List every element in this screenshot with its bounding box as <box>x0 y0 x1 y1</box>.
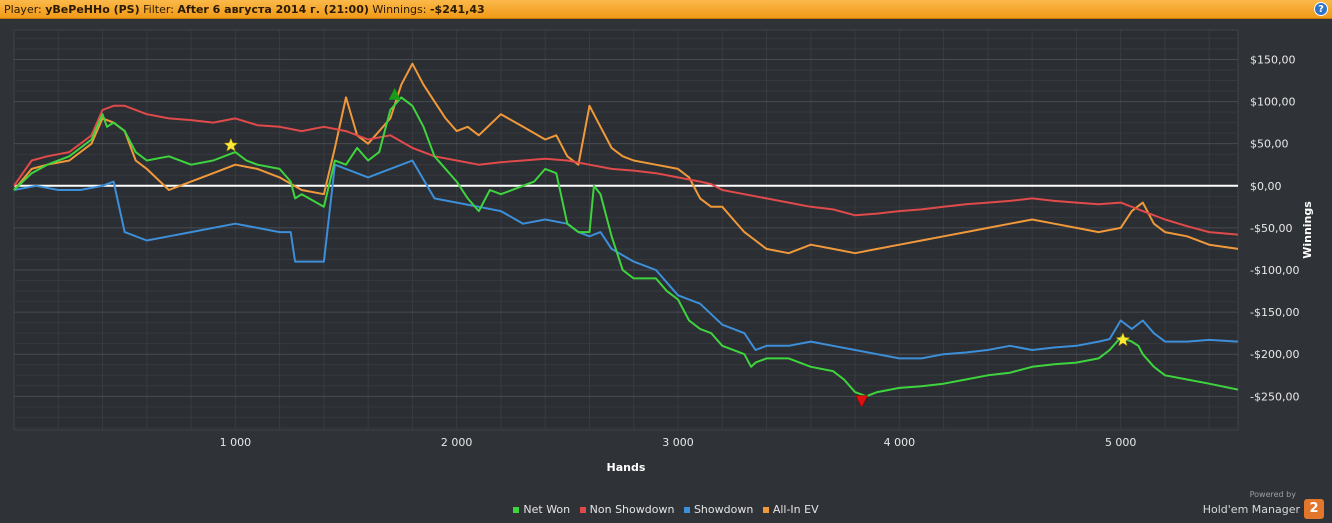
report-header: Player: yBePeHHo (PS) Filter: After 6 ав… <box>0 0 1332 19</box>
y-tick-label: $150,00 <box>1250 53 1296 66</box>
series-lines <box>13 62 1239 398</box>
star-marker <box>223 137 239 152</box>
series-markers <box>223 87 1131 409</box>
min-marker <box>855 395 869 409</box>
legend-swatch <box>762 507 769 513</box>
x-tick-label: 5 000 <box>1105 436 1137 449</box>
y-tick-label: $100,00 <box>1250 96 1296 109</box>
y-tick-label: $0,00 <box>1250 180 1282 193</box>
legend-swatch <box>513 507 520 513</box>
y-tick-label: -$250,00 <box>1250 390 1299 403</box>
powered-by-text: Powered by <box>1249 489 1296 499</box>
star-marker <box>1115 332 1131 347</box>
hem2-logo-icon: 2 <box>1304 499 1324 519</box>
x-tick-label: 2 000 <box>441 436 473 449</box>
x-tick-label: 4 000 <box>884 436 916 449</box>
player-value: yBePeHHo (PS) <box>45 3 140 16</box>
legend-label: Showdown <box>693 503 754 516</box>
x-tick-label: 3 000 <box>662 436 694 449</box>
max-marker <box>388 87 401 100</box>
x-tick-label: 1 000 <box>220 436 252 449</box>
series-line-net-won <box>13 96 1239 398</box>
winnings-value: -$241,43 <box>429 3 485 16</box>
legend-item-non-showdown[interactable]: Non Showdown <box>579 503 675 516</box>
y-tick-label: -$50,00 <box>1250 222 1292 235</box>
winnings-label: Winnings: <box>372 3 427 16</box>
series-line-non-showdown <box>13 104 1239 236</box>
y-tick-label: -$200,00 <box>1250 348 1299 361</box>
player-label: Player: <box>4 3 42 16</box>
y-tick-label: -$150,00 <box>1250 306 1299 319</box>
plot-area <box>13 29 1239 431</box>
legend-item-net-won[interactable]: Net Won <box>513 503 570 516</box>
legend-item-all-in-ev[interactable]: All-In EV <box>762 503 819 516</box>
y-axis-ticks: $150,00 $100,00 $50,00 $0,00 -$50,00 -$100,00… <box>1250 53 1299 403</box>
help-icon[interactable]: ? <box>1314 2 1328 16</box>
legend-swatch <box>579 507 586 513</box>
legend-label: All-In EV <box>772 503 819 516</box>
y-tick-label: -$100,00 <box>1250 264 1299 277</box>
y-axis-label: Winnings <box>1301 201 1314 259</box>
legend-item-showdown[interactable]: Showdown <box>683 503 754 516</box>
filter-value[interactable]: After 6 августа 2014 г. (21:00) <box>177 3 369 16</box>
legend: Net Won Non Showdown Showdown All-In EV <box>0 503 1332 516</box>
legend-label: Non Showdown <box>589 503 675 516</box>
product-name: Hold'em Manager <box>1202 502 1300 516</box>
x-axis-ticks: 1 000 2 000 3 000 4 000 5 000 <box>220 436 1137 449</box>
x-axis-label: Hands <box>607 461 646 474</box>
legend-label: Net Won <box>523 503 571 516</box>
branding: Powered by Hold'em Manager 2 <box>1202 489 1324 519</box>
y-tick-label: $50,00 <box>1250 138 1289 151</box>
series-line-all-in-ev <box>13 62 1239 255</box>
filter-label: Filter: <box>143 3 174 16</box>
legend-swatch <box>683 507 690 513</box>
series-line-showdown <box>13 159 1239 360</box>
